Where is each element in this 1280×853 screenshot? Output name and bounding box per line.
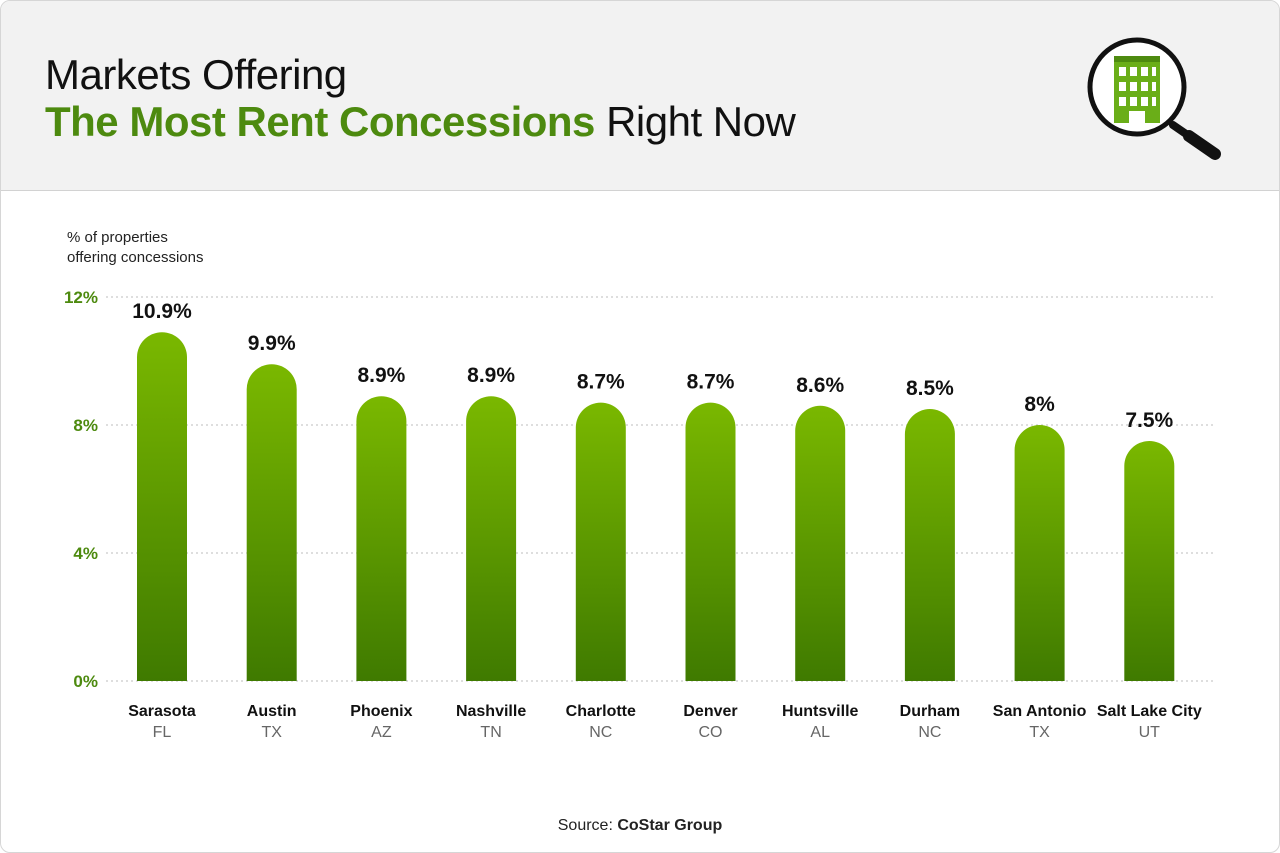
y-tick-label: 8%	[73, 416, 98, 435]
data-label: 8.7%	[687, 371, 735, 394]
bar	[904, 409, 955, 681]
data-label: 8.6%	[796, 374, 844, 397]
data-label: 8.9%	[467, 364, 515, 387]
x-tick-label: Salt Lake City	[1097, 703, 1202, 720]
x-tick-sublabel: NC	[589, 724, 612, 741]
x-tick-label: Austin	[247, 703, 297, 720]
header: Markets Offering The Most Rent Concessio…	[1, 1, 1279, 191]
source-prefix: Source:	[557, 817, 613, 834]
bar	[575, 402, 626, 681]
data-label: 8.9%	[357, 364, 405, 387]
x-tick-sublabel: UT	[1139, 724, 1161, 741]
x-tick-sublabel: AL	[810, 724, 830, 741]
data-label: 8%	[1024, 393, 1055, 416]
x-tick-label: Sarasota	[128, 703, 196, 720]
bar	[356, 396, 407, 681]
y-tick-label: 12%	[64, 288, 98, 307]
y-axis-label-line-1: % of properties	[67, 229, 168, 246]
x-tick-sublabel: TX	[261, 724, 282, 741]
title-line-1: Markets Offering	[45, 51, 347, 98]
title-highlight: The Most Rent Concessions	[45, 98, 595, 145]
x-tick-label: Durham	[900, 703, 960, 720]
data-label: 7.5%	[1125, 409, 1173, 432]
y-tick-label: 0%	[73, 672, 98, 691]
x-tick-sublabel: FL	[153, 724, 172, 741]
bar	[246, 364, 297, 681]
x-tick-sublabel: NC	[918, 724, 941, 741]
x-tick-sublabel: TX	[1029, 724, 1050, 741]
bar	[466, 396, 517, 681]
bar	[1014, 425, 1065, 681]
bar	[795, 405, 846, 681]
x-tick-label: Charlotte	[566, 703, 636, 720]
x-tick-sublabel: TN	[480, 724, 501, 741]
chart-area: % of properties offering concessions 0% 4…	[1, 191, 1279, 852]
x-tick-label: San Antonio	[993, 703, 1087, 720]
y-tick-label: 4%	[73, 544, 98, 563]
data-label: 10.9%	[132, 300, 192, 323]
source-note: Source: CoStar Group	[1, 817, 1279, 835]
bar	[685, 402, 736, 681]
title-line-2: The Most Rent Concessions Right Now	[45, 98, 796, 146]
x-tick-label: Huntsville	[782, 703, 859, 720]
data-label: 8.5%	[906, 377, 954, 400]
data-label: 8.7%	[577, 371, 625, 394]
building-magnifier-icon	[1081, 37, 1231, 172]
y-axis-label-line-2: offering concessions	[67, 249, 204, 266]
x-tick-sublabel: AZ	[371, 724, 392, 741]
y-axis-label: % of properties offering concessions	[67, 228, 203, 268]
bar	[1124, 441, 1175, 681]
x-tick-label: Denver	[683, 703, 737, 720]
x-tick-label: Phoenix	[350, 703, 412, 720]
data-label: 9.9%	[248, 332, 296, 355]
bar-chart: 0% 4% 8% 12% 10.9% Sarasota FL 9.9% Austin TX 8.9…	[64, 288, 1216, 741]
x-tick-sublabel: CO	[699, 724, 723, 741]
title-rest: Right Now	[606, 98, 796, 145]
bar	[137, 332, 187, 681]
source-name: CoStar Group	[617, 817, 723, 834]
x-tick-label: Nashville	[456, 703, 526, 720]
